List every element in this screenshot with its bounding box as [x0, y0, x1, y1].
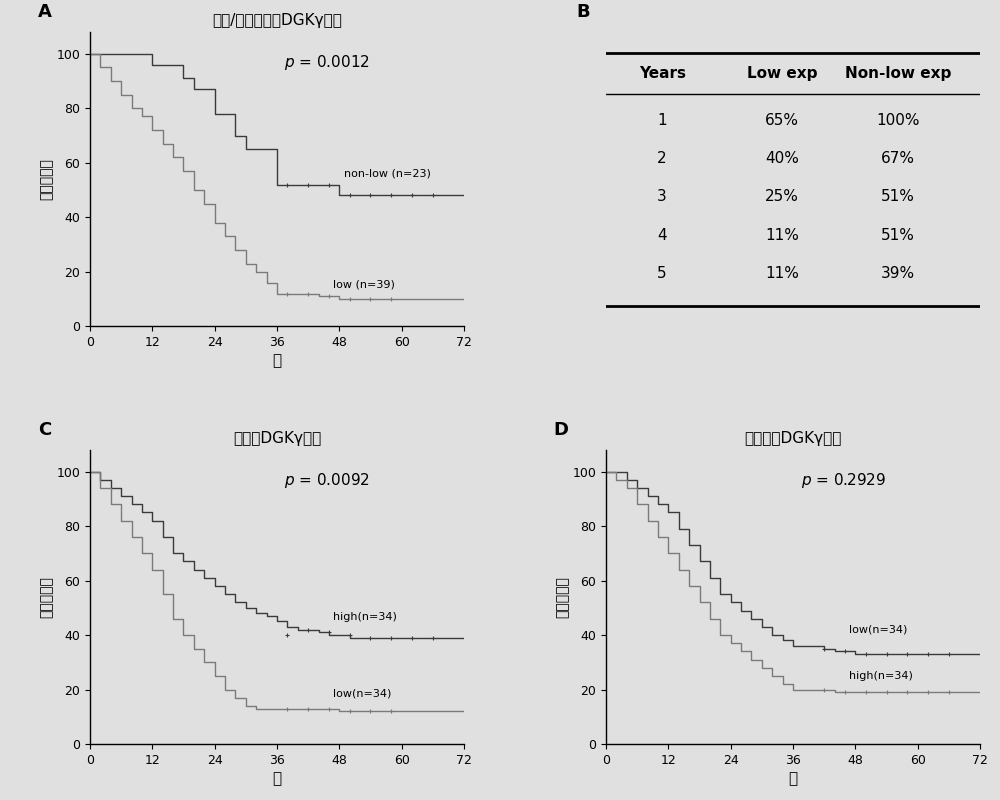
Text: high(n=34): high(n=34) [849, 671, 913, 682]
Text: 5: 5 [657, 266, 667, 281]
Text: 4: 4 [657, 227, 667, 242]
Text: D: D [554, 421, 569, 439]
Text: 25%: 25% [765, 190, 799, 204]
Text: C: C [38, 421, 51, 439]
Text: 11%: 11% [765, 227, 799, 242]
Text: Years: Years [639, 66, 686, 81]
Y-axis label: 存活百分比: 存活百分比 [40, 158, 54, 200]
X-axis label: 月: 月 [272, 771, 282, 786]
Text: 67%: 67% [881, 151, 915, 166]
Text: Low exp: Low exp [747, 66, 817, 81]
Text: Non-low exp: Non-low exp [845, 66, 951, 81]
Text: 1: 1 [657, 113, 667, 128]
Text: low(n=34): low(n=34) [333, 689, 391, 699]
Title: 非肿瘾中DGKγ表达: 非肿瘾中DGKγ表达 [744, 431, 842, 446]
Title: 肿瘾/非肿瘾相对DGKγ表达: 肿瘾/非肿瘾相对DGKγ表达 [212, 13, 342, 28]
Text: 11%: 11% [765, 266, 799, 281]
Y-axis label: 存活百分比: 存活百分比 [556, 576, 570, 618]
Text: 65%: 65% [765, 113, 799, 128]
Text: 3: 3 [657, 190, 667, 204]
Text: 51%: 51% [881, 227, 915, 242]
Text: 100%: 100% [876, 113, 919, 128]
X-axis label: 月: 月 [272, 353, 282, 368]
Text: 51%: 51% [881, 190, 915, 204]
Text: 2: 2 [657, 151, 667, 166]
Text: 40%: 40% [765, 151, 799, 166]
Text: non-low (n=23): non-low (n=23) [344, 168, 431, 178]
Text: A: A [38, 3, 52, 22]
Text: $\it{p}$ = 0.0012: $\it{p}$ = 0.0012 [284, 54, 370, 72]
Text: $\it{p}$ = 0.2929: $\it{p}$ = 0.2929 [801, 471, 885, 490]
Title: 肿瘾中DGKγ表达: 肿瘾中DGKγ表达 [233, 431, 321, 446]
X-axis label: 月: 月 [788, 771, 798, 786]
Text: low(n=34): low(n=34) [849, 624, 907, 634]
Text: B: B [576, 3, 590, 22]
Text: low (n=39): low (n=39) [333, 280, 395, 290]
Text: high(n=34): high(n=34) [333, 613, 397, 622]
Text: $\it{p}$ = 0.0092: $\it{p}$ = 0.0092 [284, 471, 370, 490]
Text: 39%: 39% [881, 266, 915, 281]
Y-axis label: 存活百分比: 存活百分比 [40, 576, 54, 618]
